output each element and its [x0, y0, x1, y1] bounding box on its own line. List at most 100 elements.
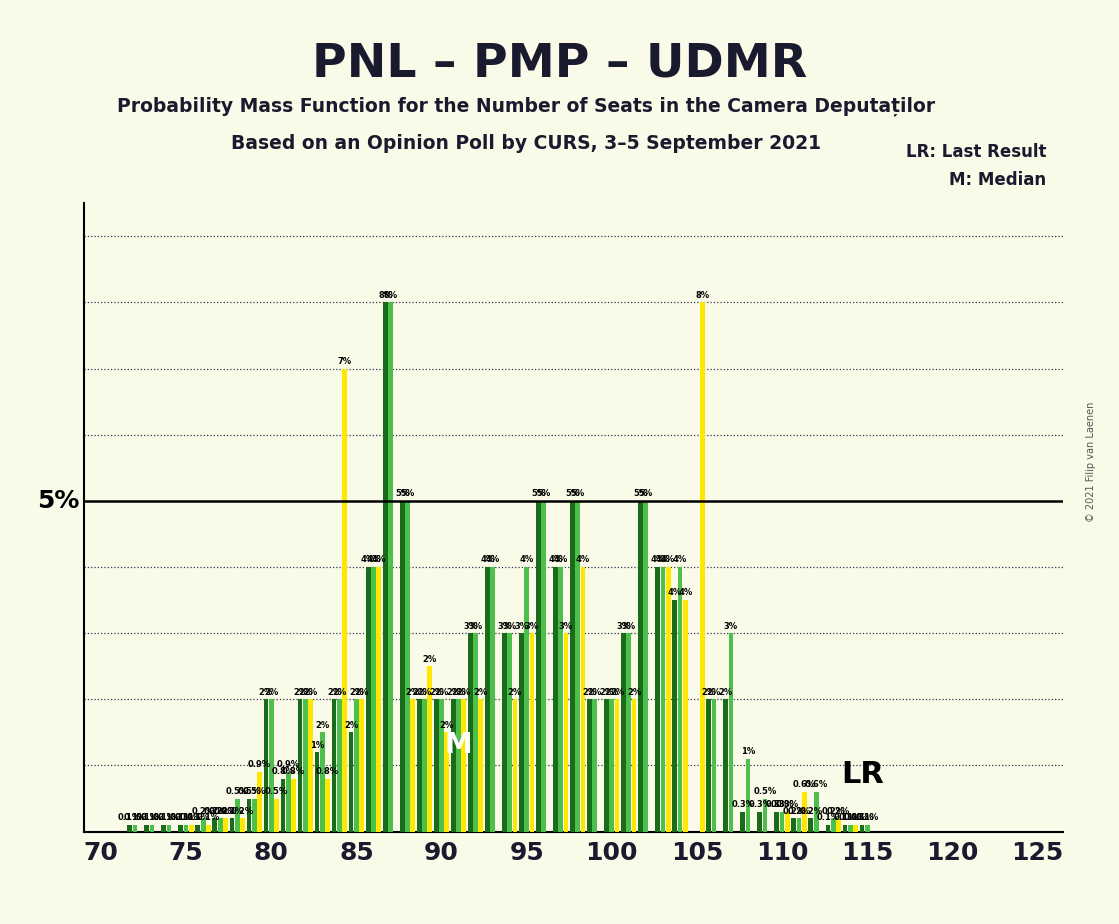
- Text: 2%: 2%: [587, 687, 602, 697]
- Bar: [763, 798, 768, 832]
- Text: 3%: 3%: [617, 622, 631, 630]
- Bar: [376, 567, 382, 832]
- Bar: [758, 812, 762, 832]
- Text: 4%: 4%: [576, 555, 590, 565]
- Bar: [525, 567, 529, 832]
- Bar: [614, 699, 620, 832]
- Bar: [235, 798, 239, 832]
- Text: 0.6%: 0.6%: [792, 780, 816, 789]
- Text: 3%: 3%: [469, 622, 482, 630]
- Text: 2%: 2%: [303, 687, 318, 697]
- Bar: [643, 501, 648, 832]
- Text: 1%: 1%: [741, 748, 755, 756]
- Text: 2%: 2%: [582, 687, 596, 697]
- Text: 2%: 2%: [264, 687, 279, 697]
- Bar: [417, 699, 422, 832]
- Bar: [303, 699, 308, 832]
- Text: 3%: 3%: [724, 622, 739, 630]
- Text: Based on an Opinion Poll by CURS, 3–5 September 2021: Based on an Opinion Poll by CURS, 3–5 Se…: [231, 134, 821, 153]
- Bar: [320, 733, 325, 832]
- Text: 0.1%: 0.1%: [158, 813, 180, 822]
- Text: 2%: 2%: [332, 687, 347, 697]
- Text: 7%: 7%: [338, 357, 351, 366]
- Text: 3%: 3%: [525, 622, 539, 630]
- Bar: [791, 819, 797, 832]
- Text: 2%: 2%: [718, 687, 733, 697]
- Bar: [570, 501, 575, 832]
- Bar: [673, 600, 677, 832]
- Bar: [529, 633, 535, 832]
- Bar: [264, 699, 269, 832]
- Text: 2%: 2%: [327, 687, 341, 697]
- Text: 0.2%: 0.2%: [821, 807, 845, 816]
- Text: 2%: 2%: [473, 687, 488, 697]
- Bar: [660, 567, 666, 832]
- Text: 0.1%: 0.1%: [175, 813, 198, 822]
- Text: 0.2%: 0.2%: [788, 807, 811, 816]
- Bar: [802, 792, 807, 832]
- Text: 4%: 4%: [372, 555, 386, 565]
- Bar: [575, 501, 580, 832]
- Bar: [826, 825, 830, 832]
- Bar: [399, 501, 405, 832]
- Bar: [269, 699, 274, 832]
- Bar: [507, 633, 513, 832]
- Bar: [439, 699, 444, 832]
- Text: 2%: 2%: [258, 687, 273, 697]
- Text: 2%: 2%: [446, 687, 460, 697]
- Text: 0.1%: 0.1%: [834, 813, 856, 822]
- Text: PNL – PMP – UDMR: PNL – PMP – UDMR: [312, 42, 807, 87]
- Bar: [723, 699, 728, 832]
- Text: 0.2%: 0.2%: [191, 807, 215, 816]
- Text: 3%: 3%: [502, 622, 517, 630]
- Text: 4%: 4%: [668, 589, 681, 598]
- Text: 4%: 4%: [486, 555, 500, 565]
- Text: 2%: 2%: [405, 687, 420, 697]
- Bar: [422, 699, 426, 832]
- Text: 2%: 2%: [423, 654, 436, 663]
- Bar: [741, 812, 745, 832]
- Bar: [621, 633, 626, 832]
- Bar: [257, 772, 262, 832]
- Bar: [366, 567, 370, 832]
- Bar: [223, 819, 228, 832]
- Text: 3%: 3%: [497, 622, 511, 630]
- Bar: [490, 567, 495, 832]
- Bar: [468, 633, 472, 832]
- Text: 2%: 2%: [434, 687, 449, 697]
- Text: 2%: 2%: [429, 687, 443, 697]
- Bar: [200, 819, 206, 832]
- Bar: [457, 699, 461, 832]
- Bar: [196, 825, 200, 832]
- Text: 0.3%: 0.3%: [749, 800, 771, 809]
- Text: 0.2%: 0.2%: [799, 807, 822, 816]
- Bar: [814, 792, 818, 832]
- Text: 0.1%: 0.1%: [844, 813, 867, 822]
- Bar: [246, 798, 252, 832]
- Bar: [133, 825, 138, 832]
- Bar: [666, 567, 670, 832]
- Text: 0.8%: 0.8%: [272, 767, 294, 776]
- Bar: [144, 825, 149, 832]
- Bar: [797, 819, 801, 832]
- Bar: [677, 567, 683, 832]
- Text: 5%: 5%: [565, 490, 580, 498]
- Text: 2%: 2%: [298, 687, 312, 697]
- Text: 2%: 2%: [349, 687, 364, 697]
- Text: 0.1%: 0.1%: [123, 813, 147, 822]
- Text: 3%: 3%: [463, 622, 478, 630]
- Text: 0.5%: 0.5%: [265, 787, 288, 796]
- Text: 2%: 2%: [610, 687, 624, 697]
- Bar: [848, 825, 853, 832]
- Text: 0.2%: 0.2%: [827, 807, 850, 816]
- Text: 2%: 2%: [293, 687, 307, 697]
- Bar: [627, 633, 631, 832]
- Bar: [780, 812, 784, 832]
- Bar: [326, 779, 330, 832]
- Bar: [558, 567, 563, 832]
- Text: 0.2%: 0.2%: [208, 807, 232, 816]
- Text: 2%: 2%: [508, 687, 523, 697]
- Text: 2%: 2%: [451, 687, 466, 697]
- Text: 2%: 2%: [707, 687, 721, 697]
- Bar: [150, 825, 154, 832]
